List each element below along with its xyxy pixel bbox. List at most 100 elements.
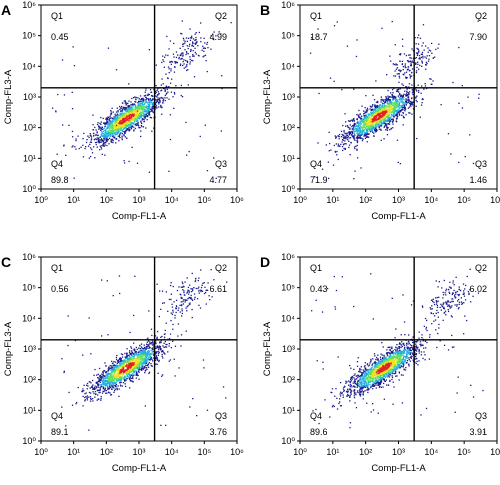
event-point — [412, 87, 415, 90]
event-point — [361, 105, 363, 107]
event-point — [356, 141, 359, 144]
event-point — [180, 63, 182, 65]
event-point — [162, 83, 164, 85]
event-point — [355, 128, 357, 130]
event-point — [394, 110, 396, 112]
event-point — [145, 362, 148, 364]
event-point — [96, 386, 98, 388]
event-point — [128, 118, 130, 120]
event-point — [373, 117, 375, 119]
event-point — [375, 131, 377, 133]
event-point — [105, 141, 107, 143]
event-point — [136, 106, 138, 109]
event-point — [150, 101, 152, 103]
event-point — [371, 124, 373, 127]
event-point — [142, 359, 144, 361]
event-point — [108, 133, 110, 135]
event-point — [400, 98, 402, 101]
event-point — [358, 127, 360, 129]
event-point — [117, 374, 119, 377]
event-point — [121, 125, 123, 127]
event-point — [391, 94, 394, 97]
event-point — [149, 359, 151, 361]
event-point — [146, 346, 148, 348]
event-point — [123, 124, 126, 126]
event-point — [140, 357, 142, 360]
event-point — [168, 345, 170, 347]
event-point — [360, 167, 362, 169]
event-point — [113, 391, 115, 393]
event-point — [183, 63, 185, 65]
event-point — [182, 61, 184, 63]
event-point — [95, 387, 97, 389]
event-point — [130, 380, 132, 382]
event-point — [143, 115, 145, 117]
event-point — [152, 98, 154, 100]
event-point — [110, 125, 112, 127]
event-point — [394, 101, 396, 104]
event-point — [402, 102, 404, 104]
event-point — [114, 364, 116, 367]
event-point — [354, 131, 356, 133]
event-point — [225, 397, 227, 399]
event-point — [171, 303, 173, 305]
event-point — [97, 373, 99, 375]
y-tick-label: 10² — [282, 123, 295, 133]
event-point — [365, 124, 367, 126]
event-point — [110, 131, 112, 133]
event-point — [410, 105, 412, 107]
event-point — [117, 371, 119, 374]
event-point — [141, 351, 143, 353]
event-point — [116, 379, 118, 381]
event-point — [129, 363, 132, 365]
event-point — [117, 376, 119, 378]
event-point — [102, 117, 104, 120]
event-point — [124, 132, 126, 134]
event-point — [206, 409, 209, 411]
event-point — [124, 352, 126, 355]
event-point — [385, 129, 387, 131]
event-point — [412, 91, 414, 93]
event-point — [361, 133, 363, 135]
event-point — [119, 357, 121, 360]
event-point — [111, 386, 114, 388]
event-point — [395, 96, 397, 98]
event-point — [113, 375, 115, 377]
event-point — [142, 112, 144, 114]
event-point — [126, 119, 128, 121]
event-point — [376, 123, 378, 125]
event-point — [415, 43, 417, 45]
event-point — [110, 367, 112, 369]
event-point — [148, 350, 150, 353]
event-point — [399, 106, 401, 109]
event-point — [366, 117, 368, 119]
event-point — [128, 371, 131, 373]
event-point — [330, 149, 332, 151]
event-point — [131, 361, 133, 363]
event-point — [375, 113, 377, 115]
event-point — [128, 372, 130, 375]
event-point — [147, 101, 149, 104]
event-point — [377, 113, 379, 115]
event-point — [380, 114, 383, 116]
event-point — [392, 63, 394, 65]
event-point — [105, 371, 107, 373]
event-point — [402, 112, 405, 114]
event-point — [142, 111, 145, 113]
event-point — [181, 315, 183, 317]
event-point — [166, 77, 169, 79]
event-point — [131, 111, 133, 114]
event-point — [399, 99, 401, 101]
event-point — [117, 120, 119, 122]
event-point — [149, 354, 151, 356]
event-point — [123, 100, 125, 102]
event-point — [364, 134, 366, 137]
event-point — [126, 370, 128, 372]
event-point — [84, 400, 86, 402]
event-point — [354, 170, 356, 172]
event-point — [409, 57, 411, 59]
event-point — [137, 358, 140, 360]
event-point — [126, 352, 128, 355]
event-point — [125, 111, 127, 113]
event-point — [170, 298, 172, 301]
